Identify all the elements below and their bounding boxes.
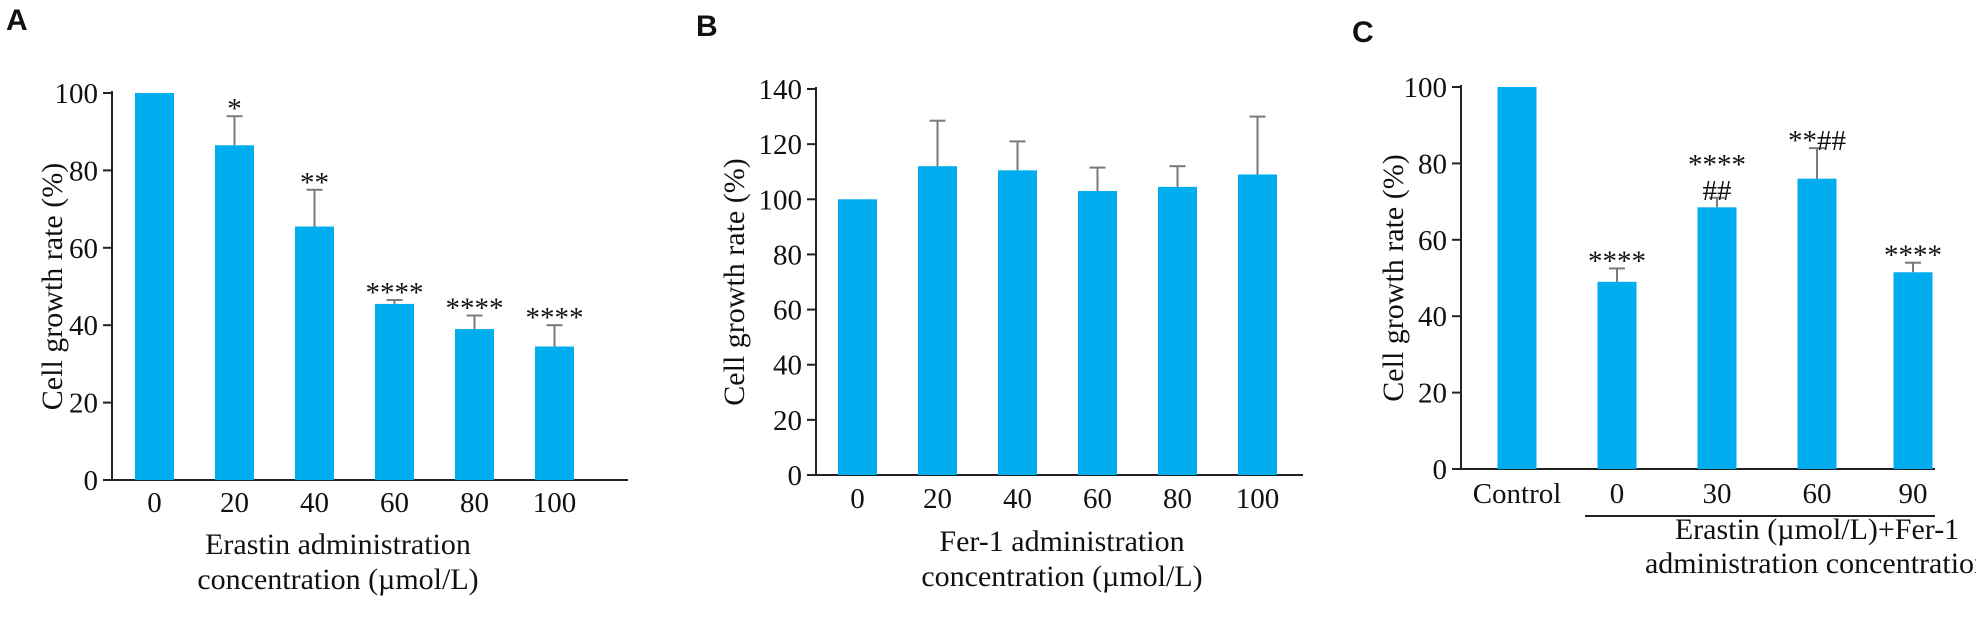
y-tick-label: 20 (69, 388, 98, 420)
bar (1893, 272, 1933, 469)
bar (1078, 191, 1117, 475)
bar (295, 226, 334, 480)
bar (375, 303, 414, 480)
significance-label: * (227, 93, 242, 125)
y-tick-label: 80 (69, 155, 98, 187)
significance-label: ** (300, 167, 329, 199)
bar (838, 199, 877, 476)
significance-label: **** (1884, 240, 1942, 272)
significance-label: **** (526, 302, 584, 334)
bar (215, 145, 254, 480)
significance-label: **** (1688, 149, 1746, 181)
y-tick-label: 60 (69, 233, 98, 265)
bar (1697, 207, 1737, 469)
bar (1158, 186, 1197, 475)
x-tick-label: 40 (1003, 483, 1032, 515)
significance-label: **** (446, 293, 504, 325)
bar (1238, 174, 1277, 475)
x-tick-label: 90 (1899, 478, 1928, 510)
panel-a: A 0 20 40 60 80 100 Cell growth rate (%) 0 * 20 ** 4… (6, 4, 628, 596)
x-tick-label: Control (1473, 478, 1562, 510)
bar (135, 93, 174, 480)
y-tick-label: 100 (759, 184, 803, 216)
y-tick-label: 40 (773, 350, 802, 382)
y-tick-label: 140 (759, 74, 803, 106)
y-tick-label: 80 (1418, 148, 1447, 180)
y-tick-label: 0 (1433, 454, 1448, 486)
x-tick-label: 60 (1083, 483, 1112, 515)
x-tick-label: 60 (1803, 478, 1832, 510)
y-tick-label: 40 (1418, 301, 1447, 333)
y-tick-label: 60 (1418, 225, 1447, 257)
panel-label: B (696, 10, 718, 43)
x-tick-label: 20 (923, 483, 952, 515)
y-tick-label: 120 (759, 129, 803, 161)
x-tick-label: 40 (300, 487, 329, 519)
x-axis-label: Erastin administration (205, 528, 471, 561)
panel-label: C (1352, 16, 1374, 49)
y-tick-label: 0 (788, 460, 803, 492)
y-axis-label: Cell growth rate (%) (718, 158, 751, 405)
x-axis-label: Erastin (µmol/L)+Fer-1 (1675, 513, 1959, 546)
bar (1497, 87, 1537, 469)
panel-label: A (6, 4, 28, 37)
x-tick-label: 0 (147, 487, 162, 519)
x-tick-label: 20 (220, 487, 249, 519)
x-axis-label: concentration (µmol/L) (921, 560, 1202, 593)
y-tick-label: 100 (1404, 72, 1448, 104)
bar (455, 329, 494, 480)
y-tick-label: 80 (773, 239, 802, 271)
bar (535, 346, 574, 480)
x-tick-label: 30 (1703, 478, 1732, 510)
x-axis-label: administration concentration (1645, 547, 1976, 580)
panel-b: B 0 20 40 60 80 100 120 140 Cell growth rate (%) 0… (696, 10, 1303, 593)
panel-c: C 0 20 40 60 80 100 Cell growth rate (%) Control… (1352, 16, 1976, 580)
y-tick-label: 20 (773, 405, 802, 437)
x-tick-label: 0 (850, 483, 865, 515)
y-tick-label: 60 (773, 295, 802, 327)
bar (1597, 281, 1637, 469)
x-tick-label: 80 (1163, 483, 1192, 515)
y-tick-label: 40 (69, 310, 98, 342)
y-axis-label: Cell growth rate (%) (1377, 154, 1410, 401)
significance-label: ## (1703, 175, 1732, 207)
bar (1797, 178, 1837, 469)
y-tick-label: 0 (84, 465, 99, 497)
y-tick-label: 20 (1418, 378, 1447, 410)
y-axis-label: Cell growth rate (%) (36, 163, 69, 410)
significance-label: **## (1788, 125, 1846, 157)
x-tick-label: 100 (1236, 483, 1280, 515)
x-axis-label: concentration (µmol/L) (197, 563, 478, 596)
x-tick-label: 80 (460, 487, 489, 519)
x-tick-label: 100 (533, 487, 577, 519)
y-tick-label: 100 (55, 78, 99, 110)
significance-label: **** (366, 277, 424, 309)
bar (918, 166, 957, 475)
x-tick-label: 60 (380, 487, 409, 519)
significance-label: **** (1588, 245, 1646, 277)
x-tick-label: 0 (1610, 478, 1625, 510)
bar (998, 170, 1037, 476)
x-axis-label: Fer-1 administration (939, 525, 1184, 558)
